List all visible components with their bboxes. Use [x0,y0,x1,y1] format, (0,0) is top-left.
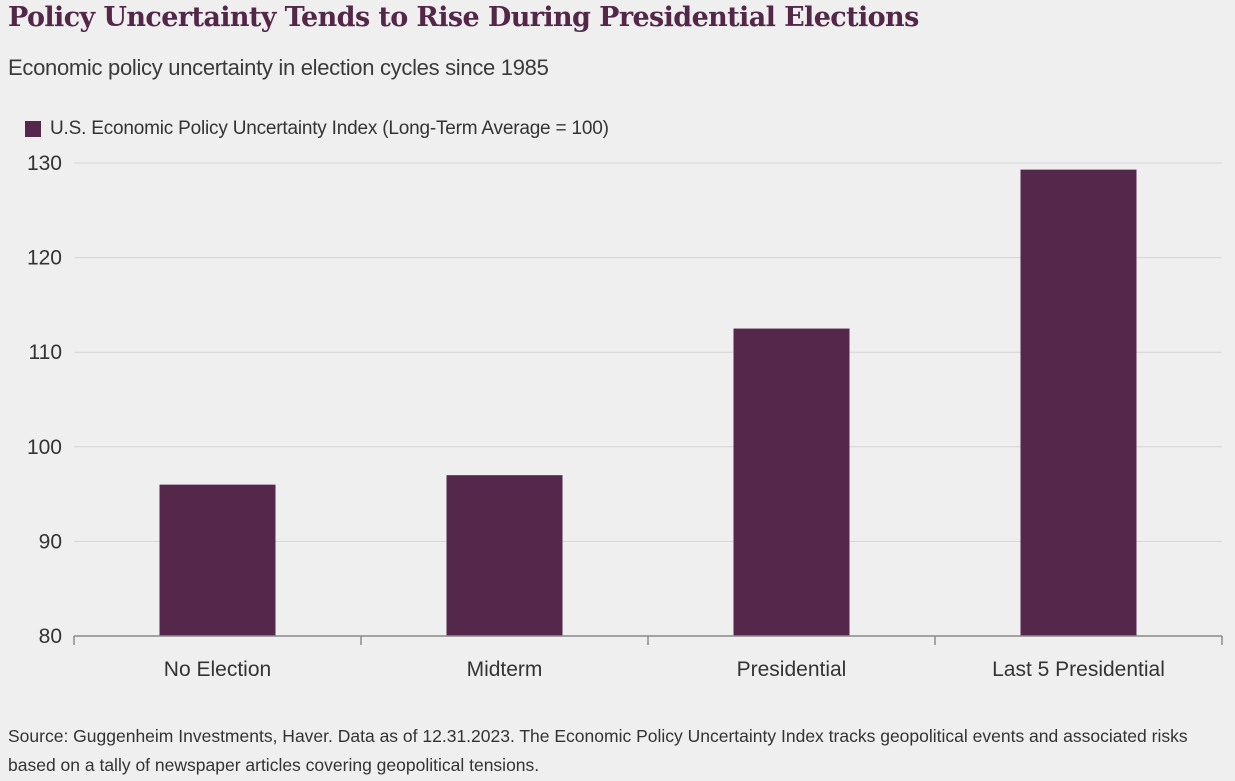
legend-label: U.S. Economic Policy Uncertainty Index (… [50,118,609,139]
y-tick-label: 120 [27,247,62,270]
bar [446,475,563,636]
chart-title: Policy Uncertainty Tends to Rise During … [8,2,919,33]
legend-swatch [25,121,41,137]
chart-subtitle: Economic policy uncertainty in election … [8,55,549,80]
x-axis [73,635,1223,645]
bar [733,328,850,636]
x-category-label: Presidential [737,658,847,681]
x-category-label: Last 5 Presidential [992,658,1165,681]
y-tick-label: 110 [29,341,62,364]
y-tick-label: 90 [39,530,62,553]
x-category-label: Midterm [467,658,543,681]
bar [159,484,276,636]
x-category-label: No Election [164,658,271,681]
bar [1020,169,1137,636]
y-tick-label: 100 [27,436,62,459]
source-note: Source: Guggenheim Investments, Haver. D… [8,726,1188,775]
y-axis-ticks: 80 90 100 110 120 130 [27,152,62,648]
legend: U.S. Economic Policy Uncertainty Index (… [25,118,609,140]
x-axis-labels: No Election Midterm Presidential Last 5 Pre… [164,658,1165,681]
y-tick-label: 80 [39,625,62,648]
y-tick-label: 130 [27,152,62,175]
bars [159,169,1137,636]
